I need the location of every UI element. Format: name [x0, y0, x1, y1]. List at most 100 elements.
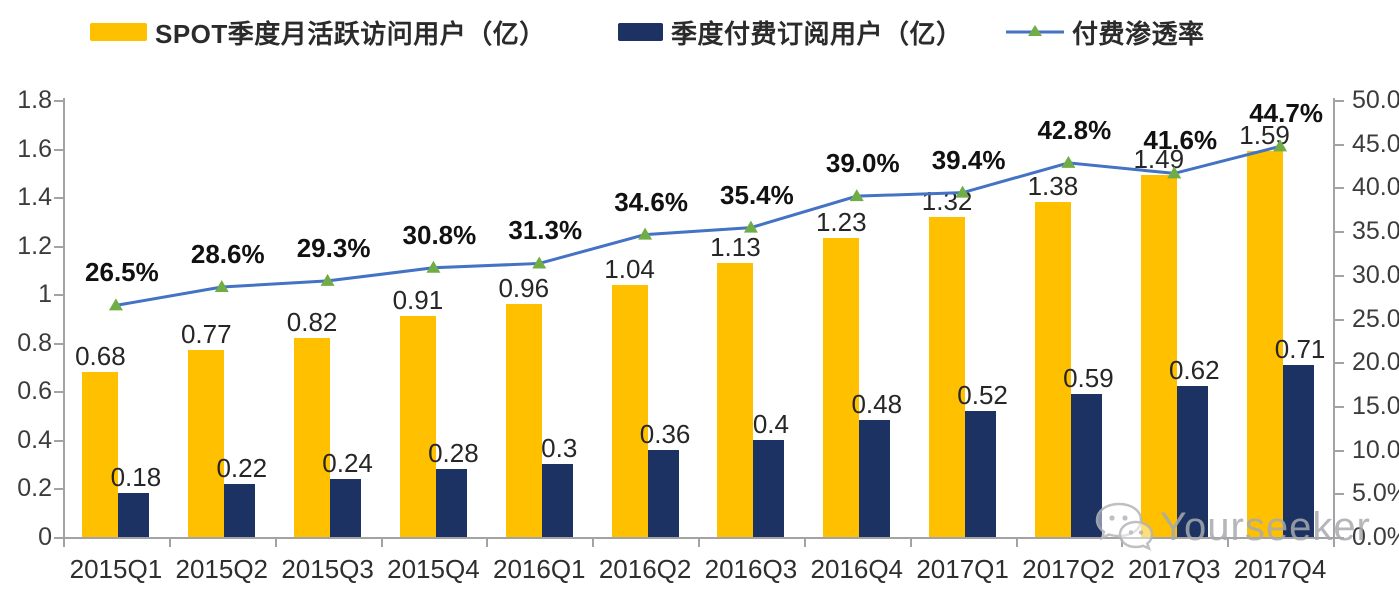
y-tick-label-right: 5.0% [1352, 479, 1399, 508]
triangle-marker [320, 273, 335, 286]
penetration-label: 30.8% [402, 219, 477, 250]
y-tick-label-right: 50.0% [1352, 86, 1399, 114]
legend-item-mau: SPOT季度月活跃访问用户（亿） [90, 18, 546, 49]
mau-legend-label: SPOT季度月活跃访问用户（亿） [155, 18, 546, 49]
subs-bar [118, 493, 150, 537]
left-axis-tick [54, 342, 63, 345]
penetration-label: 42.8% [1037, 114, 1112, 145]
mau-bar-label: 0.96 [498, 272, 550, 303]
subs-bar-label: 0.59 [1063, 362, 1114, 393]
x-tick-label: 2017Q2 [1022, 554, 1115, 584]
mau-bar-label: 0.82 [286, 306, 338, 337]
y-tick-label-left: 0.4 [17, 425, 52, 454]
bottom-axis-tick [486, 539, 489, 547]
mau-bar [611, 284, 648, 537]
subs-bar [435, 469, 467, 537]
y-tick-label-right: 40.0% [1352, 173, 1399, 202]
right-axis-tick [1335, 274, 1344, 277]
y-tick-label-right: 30.0% [1352, 260, 1399, 289]
y-tick-label-right: 25.0% [1352, 304, 1399, 333]
right-axis-tick [1335, 405, 1344, 408]
line-legend-marker-icon [1006, 25, 1064, 36]
penetration-line-path [115, 144, 1281, 307]
wechat-icon [1095, 502, 1154, 551]
subs-bar-label: 0.52 [957, 379, 1008, 410]
subs-bar-label: 0.24 [322, 447, 373, 478]
mau-bar-label: 0.68 [75, 340, 126, 371]
y-tick-label-left: 0.2 [17, 474, 52, 503]
x-tick-label: 2017Q1 [916, 554, 1009, 584]
subs-bar [330, 478, 362, 537]
y-tick-label-left: 0 [38, 523, 52, 551]
subs-legend-swatch [618, 23, 663, 41]
y-tick-label-right: 15.0% [1352, 391, 1399, 420]
subs-bar-label: 0.4 [752, 408, 789, 439]
bottom-axis-tick [592, 539, 595, 547]
triangle-marker [955, 185, 970, 198]
penetration-label: 29.3% [296, 232, 371, 263]
mau-legend-swatch [90, 23, 147, 41]
triangle-marker [1061, 155, 1076, 168]
subs-bar-label: 0.22 [216, 452, 268, 483]
triangle-marker [1167, 166, 1182, 179]
legend-item-subs: 季度付费订阅用户（亿） [618, 18, 963, 49]
right-axis-tick [1335, 362, 1344, 365]
y-tick-label-left: 1.2 [17, 231, 52, 260]
penetration-label: 39.4% [931, 144, 1006, 175]
penetration-label: 31.3% [508, 215, 583, 246]
subs-bar-label: 0.62 [1168, 355, 1220, 386]
bottom-axis-tick [380, 539, 383, 547]
x-tick-label: 2015Q4 [387, 554, 480, 584]
bottom-axis-tick [909, 539, 912, 547]
bottom-axis-tick [168, 539, 171, 547]
penetration-label: 26.5% [85, 257, 159, 288]
left-axis-tick [54, 537, 63, 539]
y-tick-label-right: 20.0% [1352, 348, 1399, 377]
penetration-legend-label: 付费渗透率 [1072, 18, 1205, 49]
subs-bar [1282, 364, 1314, 537]
subs-bar [859, 420, 891, 537]
subs-bar-label: 0.3 [541, 433, 578, 464]
watermark: Yourseeker [1092, 498, 1371, 556]
subs-bar [224, 483, 256, 537]
triangle-marker [214, 280, 229, 293]
y-tick-label-right: 0.0% [1352, 523, 1399, 551]
triangle-marker [743, 220, 758, 233]
y-tick-label-left: 1.8 [17, 86, 52, 114]
right-axis-tick [1335, 449, 1344, 452]
subs-bar [753, 439, 785, 537]
mau-bar [188, 350, 225, 537]
x-tick-label: 2016Q2 [598, 554, 692, 584]
mau-bar [82, 371, 119, 537]
right-axis-tick [1335, 100, 1344, 102]
bottom-axis-tick [1333, 539, 1335, 547]
subs-bar-label: 0.48 [851, 389, 903, 420]
subs-bar [647, 449, 679, 537]
y-tick-label-right: 10.0% [1352, 435, 1399, 464]
subs-legend-label: 季度付费订阅用户（亿） [671, 18, 963, 49]
left-axis-line [63, 98, 65, 539]
subs-bar [965, 410, 997, 537]
y-tick-label-left: 0.8 [17, 328, 52, 357]
mau-bar [505, 303, 542, 537]
x-tick-label: 2016Q1 [492, 554, 586, 584]
y-tick-label-left: 1 [38, 280, 52, 309]
subs-bar-label: 0.18 [110, 462, 162, 493]
y-tick-label-left: 0.6 [17, 377, 52, 406]
mau-bar [399, 316, 436, 537]
watermark-text: Yourseeker [1160, 504, 1371, 549]
right-axis-tick [1335, 231, 1344, 234]
y-tick-label-right: 35.0% [1352, 217, 1399, 246]
mau-bar-label: 1.13 [710, 231, 761, 262]
right-axis-tick [1335, 493, 1344, 496]
bottom-axis-tick [1227, 539, 1230, 547]
bottom-axis-tick [1015, 539, 1018, 547]
left-axis-tick [54, 197, 63, 200]
mau-bar [294, 337, 331, 537]
penetration-label: 39.0% [825, 148, 900, 179]
x-tick-label: 2015Q3 [281, 554, 374, 584]
triangle-marker [638, 227, 653, 240]
bottom-axis-tick [803, 539, 806, 547]
subs-bar-label: 0.36 [639, 418, 691, 449]
mau-bar [823, 238, 860, 537]
